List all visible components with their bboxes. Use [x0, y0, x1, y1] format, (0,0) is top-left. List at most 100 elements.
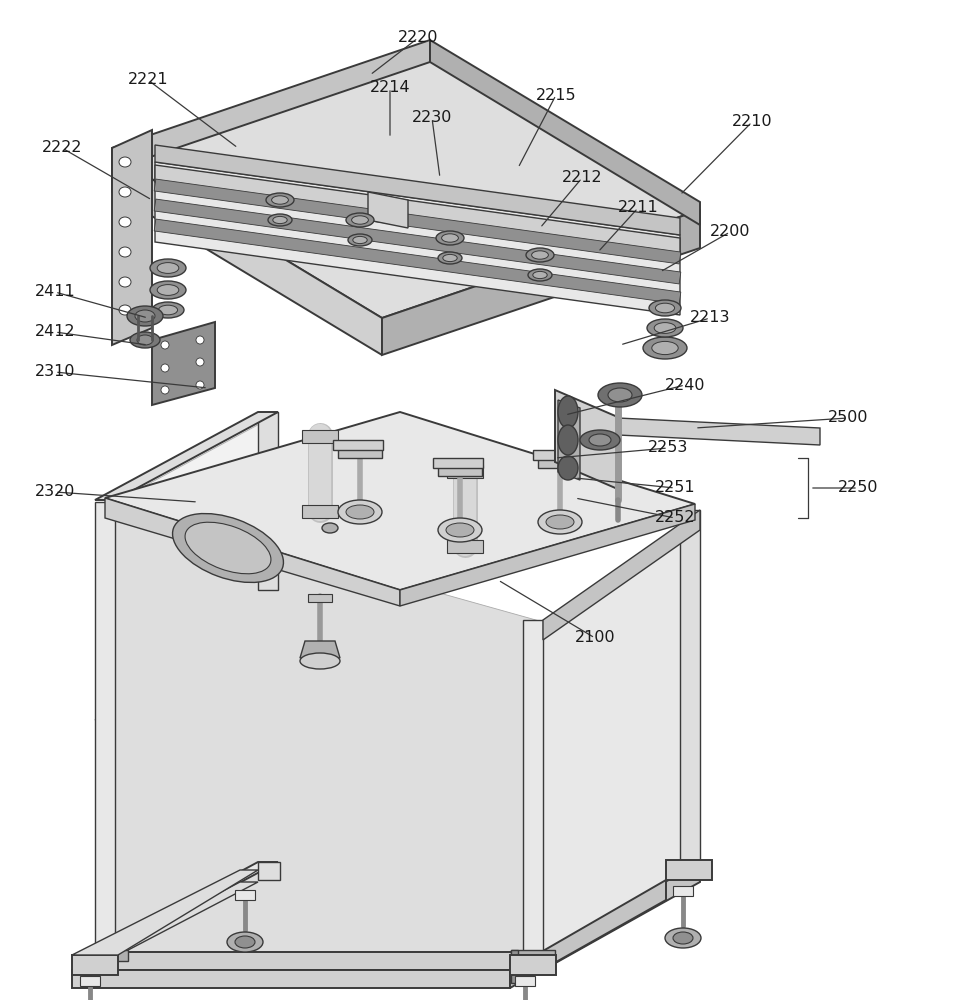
Polygon shape — [511, 950, 555, 961]
Polygon shape — [515, 976, 535, 986]
Polygon shape — [115, 502, 543, 952]
Ellipse shape — [266, 193, 294, 207]
Ellipse shape — [348, 234, 372, 246]
Text: 2200: 2200 — [710, 225, 750, 239]
Polygon shape — [80, 976, 100, 986]
Text: 2240: 2240 — [665, 377, 705, 392]
Text: 2100: 2100 — [574, 631, 615, 646]
Polygon shape — [115, 414, 278, 950]
Polygon shape — [112, 40, 430, 170]
Polygon shape — [543, 862, 700, 970]
Ellipse shape — [673, 932, 693, 944]
Ellipse shape — [654, 323, 676, 333]
Ellipse shape — [150, 281, 186, 299]
Text: 2320: 2320 — [35, 485, 75, 499]
Polygon shape — [666, 860, 712, 880]
Polygon shape — [115, 720, 543, 740]
Ellipse shape — [443, 254, 457, 262]
Text: 2222: 2222 — [42, 140, 82, 155]
Ellipse shape — [438, 252, 462, 264]
Ellipse shape — [528, 269, 552, 281]
Ellipse shape — [546, 515, 574, 529]
Ellipse shape — [647, 319, 683, 337]
Polygon shape — [152, 322, 215, 405]
Ellipse shape — [119, 305, 131, 315]
Polygon shape — [368, 192, 408, 228]
Polygon shape — [112, 48, 700, 318]
Ellipse shape — [558, 425, 578, 455]
Ellipse shape — [532, 271, 547, 279]
Polygon shape — [533, 450, 583, 460]
Text: 2250: 2250 — [838, 481, 878, 495]
Polygon shape — [72, 955, 118, 975]
Ellipse shape — [161, 364, 169, 372]
Ellipse shape — [531, 251, 548, 259]
Polygon shape — [155, 165, 680, 255]
Polygon shape — [302, 505, 338, 518]
Polygon shape — [543, 630, 700, 740]
Ellipse shape — [157, 263, 178, 273]
Text: 2221: 2221 — [128, 73, 169, 88]
Text: 2412: 2412 — [35, 324, 75, 340]
Polygon shape — [112, 155, 382, 355]
Polygon shape — [338, 445, 382, 458]
Ellipse shape — [161, 341, 169, 349]
Ellipse shape — [643, 337, 687, 359]
Text: 2411: 2411 — [35, 284, 75, 300]
Polygon shape — [447, 540, 483, 553]
Ellipse shape — [589, 434, 611, 446]
Ellipse shape — [300, 653, 340, 669]
Polygon shape — [105, 412, 695, 590]
Polygon shape — [523, 620, 543, 952]
Polygon shape — [438, 463, 482, 476]
Ellipse shape — [119, 217, 131, 227]
Text: 2213: 2213 — [689, 310, 730, 326]
Ellipse shape — [655, 303, 675, 313]
Text: 2500: 2500 — [828, 410, 869, 426]
Polygon shape — [72, 970, 510, 988]
Polygon shape — [382, 210, 700, 355]
Ellipse shape — [580, 430, 620, 450]
Polygon shape — [673, 886, 693, 896]
Ellipse shape — [135, 310, 155, 322]
Ellipse shape — [353, 236, 368, 244]
Polygon shape — [95, 412, 278, 500]
Ellipse shape — [346, 505, 374, 519]
Ellipse shape — [196, 336, 204, 344]
Polygon shape — [433, 458, 483, 468]
Polygon shape — [155, 145, 680, 235]
Ellipse shape — [598, 383, 642, 407]
Ellipse shape — [442, 234, 458, 242]
Polygon shape — [511, 950, 518, 983]
Text: 2215: 2215 — [535, 88, 576, 103]
Polygon shape — [258, 412, 278, 590]
Polygon shape — [308, 594, 332, 602]
Ellipse shape — [438, 518, 482, 542]
Ellipse shape — [538, 510, 582, 534]
Polygon shape — [105, 498, 400, 606]
Polygon shape — [112, 130, 152, 345]
Ellipse shape — [338, 500, 382, 524]
Ellipse shape — [119, 247, 131, 257]
Text: 2214: 2214 — [370, 81, 410, 96]
Text: 2310: 2310 — [35, 364, 75, 379]
Ellipse shape — [346, 213, 374, 227]
Polygon shape — [72, 882, 258, 970]
Polygon shape — [115, 952, 543, 970]
Polygon shape — [154, 219, 681, 304]
Polygon shape — [154, 199, 681, 284]
Polygon shape — [543, 510, 700, 640]
Polygon shape — [400, 504, 695, 606]
Ellipse shape — [130, 332, 160, 348]
Polygon shape — [302, 430, 338, 443]
Text: 2252: 2252 — [655, 510, 695, 526]
Text: 2230: 2230 — [411, 110, 452, 125]
Ellipse shape — [322, 523, 338, 533]
Polygon shape — [84, 950, 91, 983]
Polygon shape — [510, 880, 666, 988]
Polygon shape — [155, 162, 680, 315]
Ellipse shape — [446, 523, 474, 537]
Ellipse shape — [436, 231, 464, 245]
Ellipse shape — [352, 216, 369, 224]
Ellipse shape — [227, 932, 263, 952]
